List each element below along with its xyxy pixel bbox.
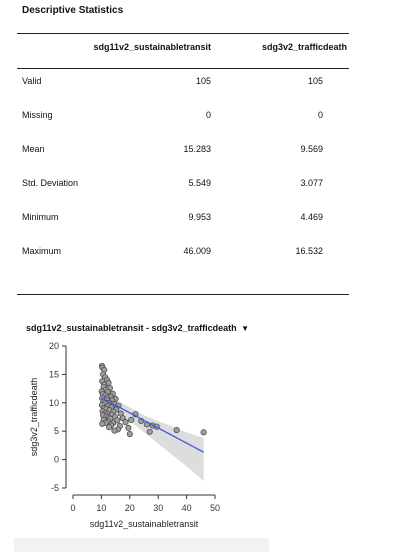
descriptive-statistics-table: sdg11v2_sustainabletransit sdg3v2_traffi… <box>17 33 349 273</box>
cell-value: 5.549 <box>188 178 211 188</box>
table-row: Mean 15.283 9.569 <box>17 137 349 171</box>
x-tick-label: 0 <box>70 503 75 513</box>
table-title: Descriptive Statistics <box>22 5 124 16</box>
x-tick-label: 30 <box>153 503 163 513</box>
cell-value: 3.077 <box>300 178 323 188</box>
caret-down-icon[interactable]: ▼ <box>241 324 250 333</box>
cell-value: 15.283 <box>183 144 211 154</box>
data-point <box>106 424 113 431</box>
cell-value: 46.009 <box>183 246 211 256</box>
cell-value: 105 <box>307 76 323 86</box>
data-point <box>111 427 118 434</box>
x-axis-title: sdg11v2_sustainabletransit <box>90 519 199 529</box>
data-point <box>122 419 129 426</box>
row-label: Maximum <box>22 246 62 256</box>
regression-line <box>101 397 204 453</box>
y-tick-label: 0 <box>54 455 59 465</box>
cell-value: 9.953 <box>188 212 211 222</box>
cell-value: 9.569 <box>300 144 323 154</box>
plot-title-dropdown[interactable]: sdg11v2_sustainabletransit - sdg3v2_traf… <box>26 323 249 333</box>
y-tick-label: 15 <box>49 369 59 379</box>
cell-value: 4.469 <box>300 212 323 222</box>
x-tick-label: 50 <box>210 503 220 513</box>
data-point <box>200 429 207 436</box>
plot-title-text: sdg11v2_sustainabletransit - sdg3v2_traf… <box>26 323 237 333</box>
cell-value: 105 <box>195 76 211 86</box>
y-tick-label: 5 <box>54 426 59 436</box>
y-axis-title: sdg3v2_trafficdeath <box>29 378 39 456</box>
table-row: Valid 105 105 <box>17 69 349 103</box>
x-tick-label: 20 <box>125 503 135 513</box>
y-tick-label: 20 <box>49 341 59 351</box>
data-point <box>128 416 135 423</box>
data-point <box>126 430 133 438</box>
cell-value: 16.532 <box>295 246 323 256</box>
table-row: Minimum 9.953 4.469 <box>17 205 349 239</box>
data-point <box>114 417 121 424</box>
y-tick-label: 10 <box>49 398 59 408</box>
table-row: Std. Deviation 5.549 3.077 <box>17 171 349 205</box>
footer-bar <box>14 538 269 552</box>
table-row: Missing 0 0 <box>17 103 349 137</box>
cell-value: 0 <box>205 110 211 120</box>
x-tick-label: 10 <box>96 503 106 513</box>
row-label: Minimum <box>22 212 59 222</box>
scatter-plot: -5 0 5 10 15 20 0 10 20 30 40 50 sdg11v2_sustainable… <box>29 341 220 529</box>
row-label: Mean <box>22 144 45 154</box>
column-header-sustainabletransit: sdg11v2_sustainabletransit <box>93 42 211 52</box>
table-row: Maximum 46.009 16.532 <box>17 239 349 273</box>
data-point <box>146 428 153 435</box>
table-header: sdg11v2_sustainabletransit sdg3v2_traffi… <box>17 34 349 69</box>
data-point <box>99 420 106 427</box>
x-tick-label: 40 <box>182 503 192 513</box>
row-label: Valid <box>22 76 42 86</box>
data-point <box>173 427 180 434</box>
y-tick-label: -5 <box>51 483 59 493</box>
data-point <box>125 424 132 431</box>
cell-value: 0 <box>317 110 323 120</box>
table-bottom-rule <box>17 294 349 295</box>
row-label: Missing <box>22 110 53 120</box>
confidence-band <box>101 389 204 482</box>
column-header-trafficdeath: sdg3v2_trafficdeath <box>261 42 347 52</box>
row-label: Std. Deviation <box>22 178 79 188</box>
